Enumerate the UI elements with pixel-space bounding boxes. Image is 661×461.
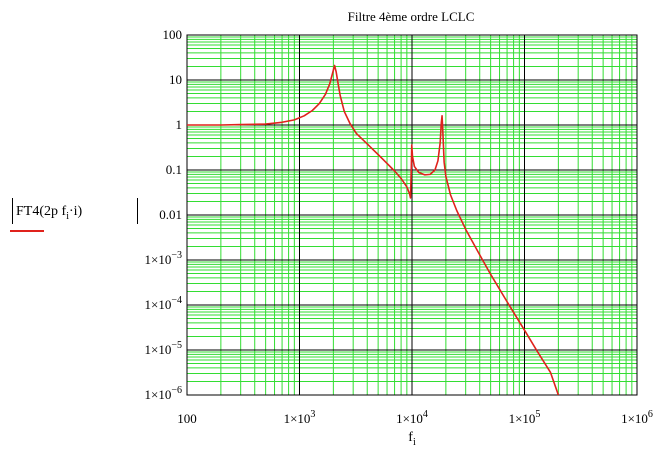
series-line	[187, 64, 560, 396]
x-axis-label: fi	[408, 430, 416, 448]
y-axis-label: FT4(2p fi·i)	[8, 198, 140, 242]
x-tick-label: 1×105	[509, 409, 541, 426]
data-series	[187, 64, 560, 396]
x-tick-labels: 100 1×103 1×104 1×105 1×106	[177, 409, 653, 426]
plot-frame	[186, 34, 638, 396]
y-tick-label: 1×10−6	[145, 385, 182, 402]
y-axis-label-arg: 2p f	[44, 204, 67, 219]
abs-bar-right	[137, 198, 138, 224]
y-tick-labels: 100 10 1 0.1 0.01 1×10−3 1×10−4 1×10−5 1×10−6	[145, 27, 182, 402]
y-tick-label: 1×10−3	[145, 250, 182, 267]
abs-bar-left	[12, 198, 13, 224]
y-tick-label: 100	[163, 27, 183, 42]
y-axis-label-func: FT4	[16, 204, 40, 219]
chart-title: Filtre 4ème ordre LCLC	[348, 9, 475, 24]
y-tick-label: 10	[169, 72, 182, 87]
grid	[186, 34, 638, 396]
x-tick-label: 100	[177, 411, 197, 426]
x-tick-label: 1×106	[621, 409, 653, 426]
y-tick-label: 1×10−5	[145, 340, 182, 357]
x-tick-label: 1×104	[396, 409, 428, 426]
y-axis-label-arg-end: ·i	[68, 204, 78, 219]
y-tick-label: 1×10−4	[145, 295, 182, 312]
y-axis-label-text: FT4(2p fi·i)	[16, 204, 83, 222]
x-axis-label-sub: i	[413, 437, 416, 448]
y-tick-label: 0.1	[166, 162, 182, 177]
legend-line	[10, 230, 44, 232]
x-axis-label-main: f	[408, 430, 413, 445]
y-tick-label: 1	[176, 117, 183, 132]
y-axis-label-sub: i	[66, 210, 69, 222]
x-tick-label: 1×103	[284, 409, 316, 426]
y-tick-label: 0.01	[159, 207, 182, 222]
